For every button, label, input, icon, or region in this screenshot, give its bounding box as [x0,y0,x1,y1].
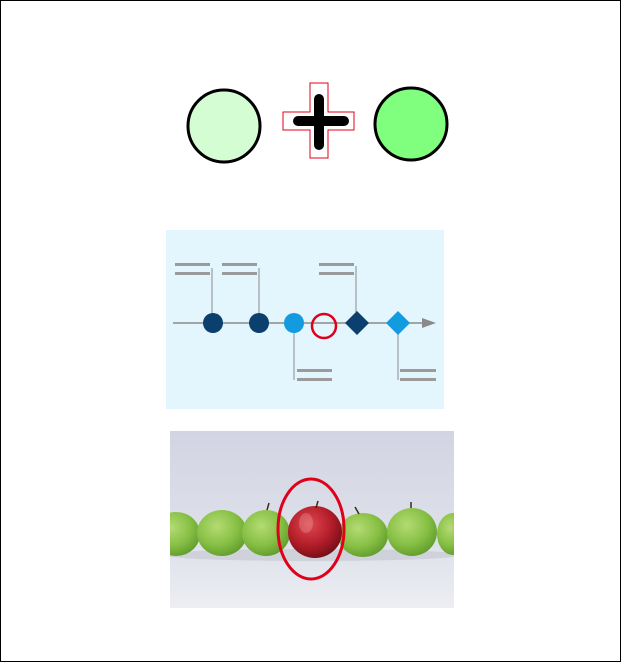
plus-icon [293,94,349,150]
timeline-svg [166,230,444,409]
plus-highlight-outline [282,82,355,159]
equation-svg [186,82,449,164]
timeline-marker-5 [345,311,369,335]
timeline-marker-3 [284,313,304,333]
placeholder-label-bars [175,263,436,381]
timeline-card [166,230,444,409]
red-apple [288,500,342,558]
green-apple [170,512,200,556]
green-apple [387,502,437,556]
timeline-arrowhead-icon [422,318,436,328]
timeline-marker-4-highlight [310,312,338,340]
timeline-marker-2 [249,313,269,333]
green-apple [197,510,247,556]
light-green-circle [186,88,262,164]
apples-svg [170,431,454,608]
timeline-marker-6 [386,311,410,335]
apples-photo [170,431,454,608]
red-apple-highlight [276,477,346,581]
green-apple [338,506,388,557]
green-circle [373,86,449,162]
green-apple [437,513,454,555]
equation-row [0,70,621,180]
timeline-marker-1 [203,313,223,333]
